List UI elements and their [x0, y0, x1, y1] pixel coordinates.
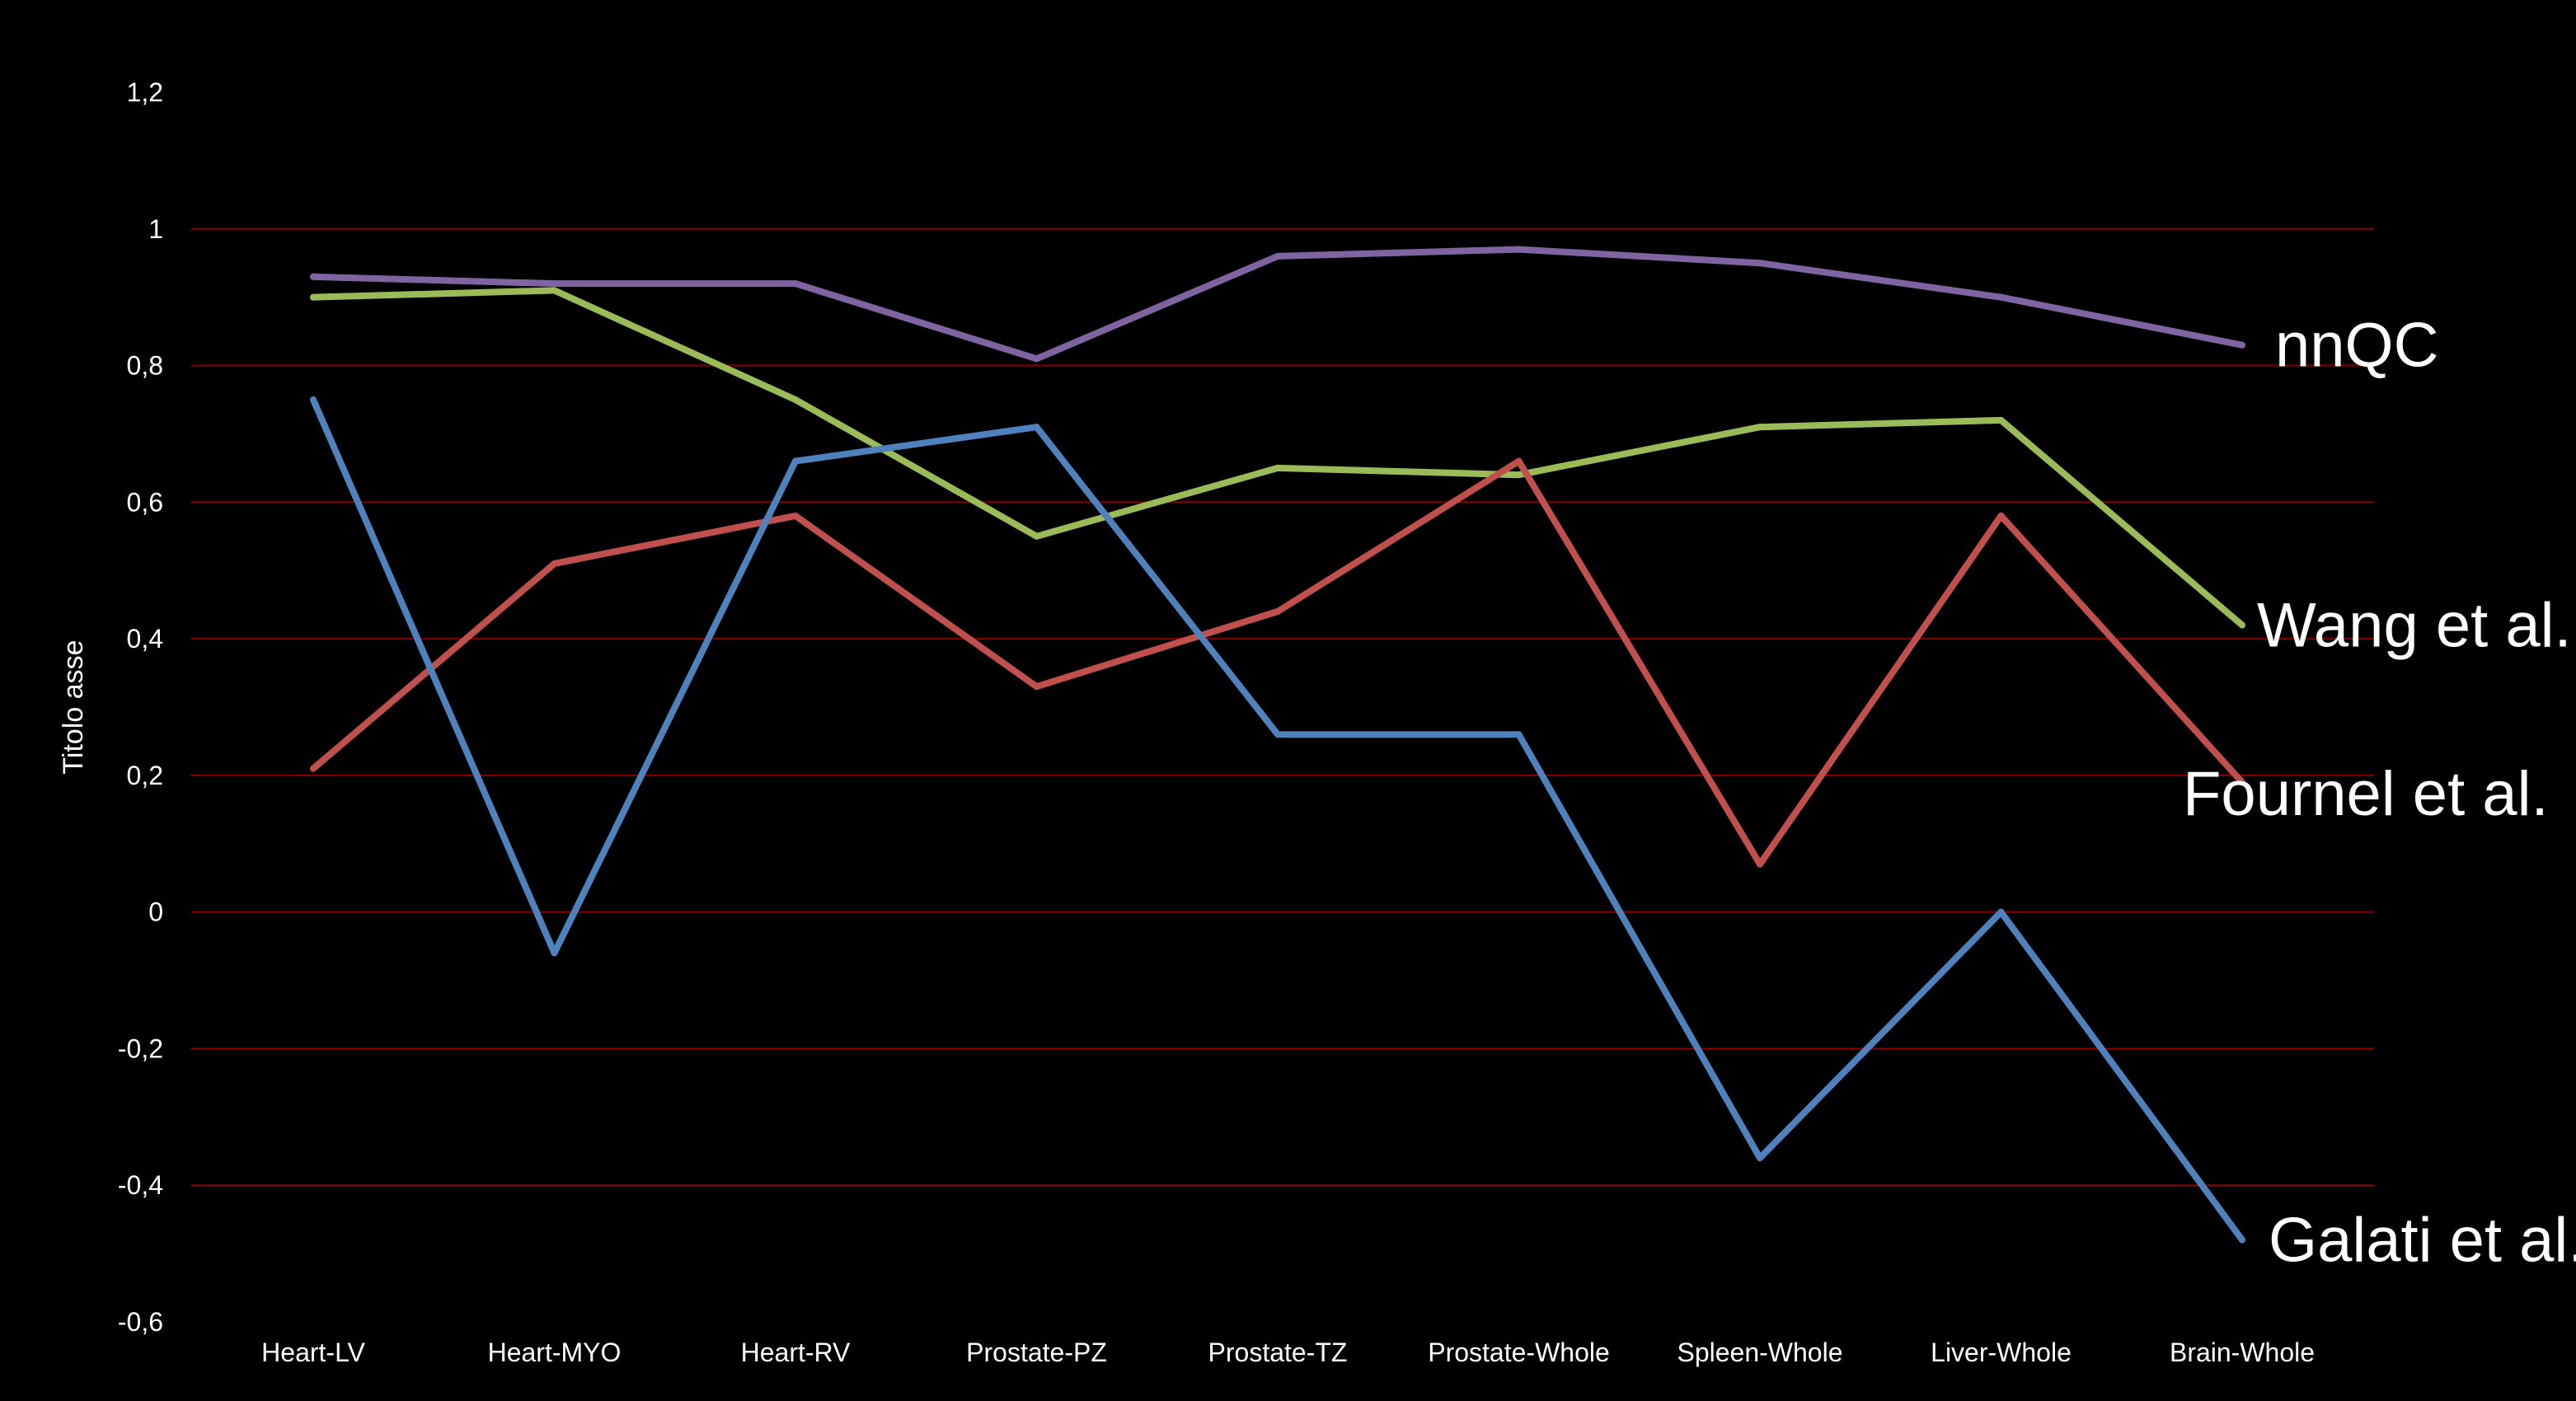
data-point [2239, 621, 2245, 629]
y-axis-title: Titolo asse [58, 640, 89, 774]
data-point [792, 396, 799, 403]
y-tick-label: 1 [148, 214, 163, 244]
data-point [1997, 416, 2005, 424]
y-tick-label: 1,2 [127, 77, 163, 107]
y-tick-label: 0,2 [127, 761, 163, 790]
data-point [551, 280, 558, 288]
series-label: Fournel et al. [2183, 759, 2549, 829]
data-point [551, 560, 558, 567]
data-point [792, 512, 799, 519]
data-point [310, 765, 317, 772]
data-point [1757, 424, 1763, 431]
y-tick-label: 0 [148, 897, 163, 927]
data-point [551, 949, 558, 957]
y-tick-label: 0,6 [127, 487, 163, 517]
series-lines [310, 246, 2245, 1244]
data-point [1274, 731, 1281, 738]
y-axis-tick-labels: 1,2 1 0,8 0,6 0,4 0,2 0 -0,2 -0,4 -0,6 [118, 77, 163, 1337]
y-tick-label: -0,2 [118, 1033, 163, 1063]
data-point [1274, 252, 1281, 260]
data-point [1515, 471, 1523, 479]
data-point [1757, 260, 1763, 267]
y-tick-label: -0,4 [118, 1170, 163, 1200]
series-label: Wang et al. [2257, 591, 2572, 661]
x-tick-label: Prostate-TZ [1208, 1338, 1348, 1367]
series-labels: nnQC Wang et al. Fournel et al. Galati et a… [2183, 311, 2576, 1276]
series-label: nnQC [2275, 311, 2439, 381]
data-point [2239, 341, 2245, 349]
y-tick-label: -0,6 [118, 1307, 163, 1337]
data-point [1515, 731, 1523, 738]
data-point [551, 287, 558, 294]
data-point [1033, 355, 1040, 363]
x-tick-label: Prostate-PZ [966, 1338, 1107, 1367]
data-point [2239, 779, 2245, 786]
data-point [792, 280, 799, 288]
x-axis-tick-labels: Heart-LV Heart-MYO Heart-RV Prostate-PZ Pros… [261, 1338, 2315, 1367]
data-point [1997, 908, 2005, 916]
x-tick-label: Heart-RV [741, 1338, 851, 1367]
data-point [1033, 683, 1040, 691]
x-tick-label: Prostate-Whole [1428, 1338, 1610, 1367]
data-point [1757, 860, 1763, 868]
data-point [1274, 464, 1281, 471]
data-point [1997, 512, 2005, 519]
y-tick-label: 0,8 [127, 351, 163, 381]
x-tick-label: Liver-Whole [1931, 1338, 2072, 1367]
data-point [1757, 1155, 1763, 1162]
data-point [2239, 1236, 2245, 1244]
series-label: Galati et al. [2269, 1206, 2576, 1276]
data-point [1274, 607, 1281, 615]
data-point [1515, 246, 1523, 253]
data-point [1997, 293, 2005, 301]
gridlines [191, 227, 2374, 1187]
x-tick-label: Heart-MYO [488, 1338, 622, 1367]
data-point [310, 293, 317, 301]
x-tick-label: Heart-LV [261, 1338, 365, 1367]
data-point [1515, 457, 1523, 465]
y-tick-label: 0,4 [127, 624, 163, 654]
data-point [792, 457, 799, 465]
x-tick-label: Spleen-Whole [1677, 1338, 1843, 1367]
data-point [310, 396, 317, 403]
x-tick-label: Brain-Whole [2170, 1338, 2315, 1367]
data-point [310, 273, 317, 280]
data-point [1033, 532, 1040, 540]
data-point [1033, 424, 1040, 431]
